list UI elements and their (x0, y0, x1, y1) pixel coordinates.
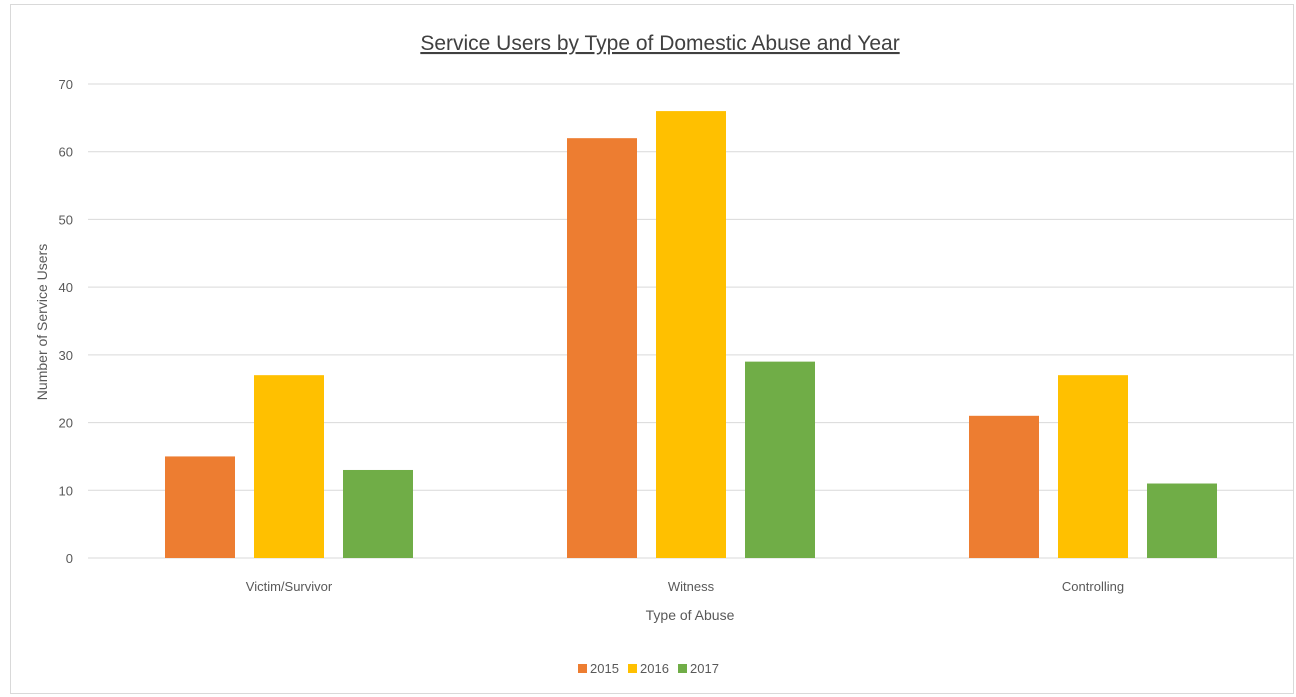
x-axis-title: Type of Abuse (646, 607, 735, 623)
bar-2016-1 (656, 111, 726, 558)
legend-label: 2015 (590, 661, 619, 676)
legend-swatch-2016 (628, 664, 637, 673)
legend-swatch-2017 (678, 664, 687, 673)
y-axis-ticks: 0 10 20 30 40 50 60 70 (59, 77, 73, 566)
bars (165, 111, 1217, 558)
bar-2017-2 (1147, 483, 1217, 558)
y-tick-label: 60 (59, 145, 73, 160)
y-tick-label: 30 (59, 348, 73, 363)
chart-title: Service Users by Type of Domestic Abuse … (420, 32, 899, 55)
legend-label: 2016 (640, 661, 669, 676)
bar-2017-0 (343, 469, 413, 558)
bar-2017-1 (745, 361, 815, 558)
y-tick-label: 10 (59, 483, 73, 498)
bar-2016-2 (1058, 375, 1128, 558)
y-tick-label: 50 (59, 212, 73, 227)
x-tick-label: Controlling (1062, 579, 1124, 594)
y-tick-label: 0 (66, 551, 73, 566)
bar-2015-2 (969, 415, 1039, 558)
x-tick-label: Victim/Survivor (246, 579, 333, 594)
legend-label: 2017 (690, 661, 719, 676)
y-tick-label: 70 (59, 77, 73, 92)
x-axis-ticks: Victim/Survivor Witness Controlling (246, 579, 1124, 594)
legend-swatch-2015 (578, 664, 587, 673)
bar-2015-1 (567, 138, 637, 558)
bar-2015-0 (165, 456, 235, 558)
legend: 2015 2016 2017 (578, 661, 719, 676)
y-tick-label: 40 (59, 280, 73, 295)
bar-2016-0 (254, 375, 324, 558)
y-tick-label: 20 (59, 416, 73, 431)
x-tick-label: Witness (668, 579, 715, 594)
y-axis-title: Number of Service Users (34, 244, 50, 400)
chart-frame (10, 4, 1294, 694)
